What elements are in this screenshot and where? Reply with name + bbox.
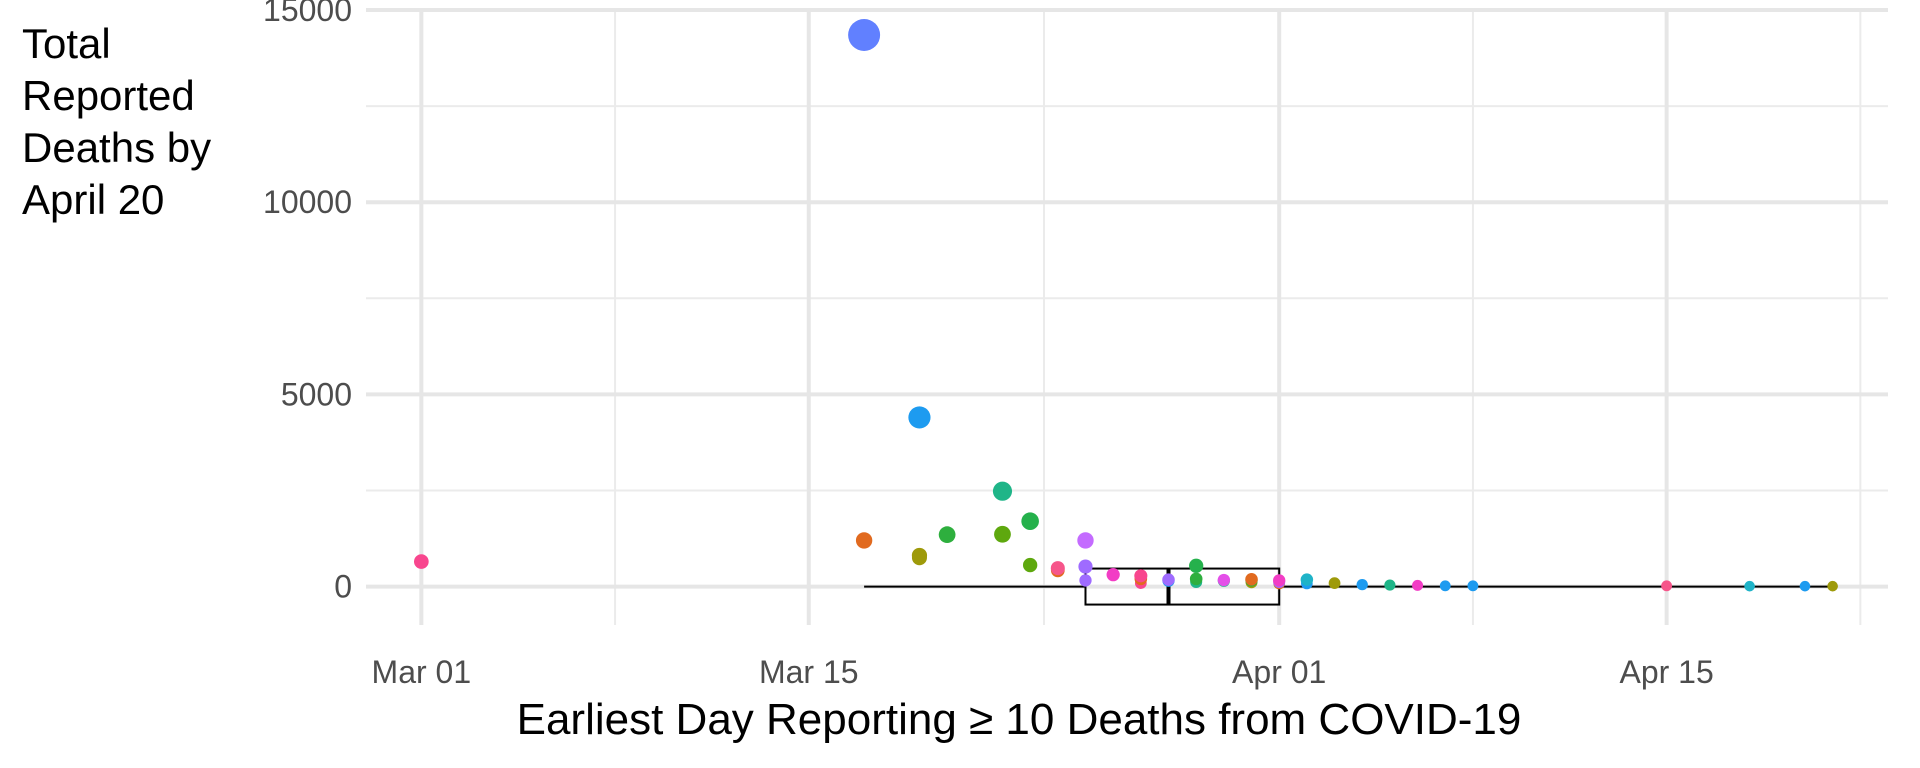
y-tick-label: 0 — [334, 569, 352, 605]
y-tick-label: 10000 — [263, 184, 352, 220]
data-point — [1050, 561, 1065, 576]
x-tick-label: Apr 15 — [1619, 654, 1713, 690]
data-point — [1245, 572, 1258, 586]
data-point — [911, 547, 928, 564]
boxplot — [864, 567, 1833, 606]
data-point — [1439, 580, 1451, 592]
data-point — [992, 481, 1013, 501]
x-tick-label: Apr 01 — [1232, 654, 1326, 690]
data-point — [1744, 580, 1755, 592]
y-axis-label-line: April 20 — [22, 176, 165, 223]
data-point — [1079, 574, 1092, 587]
data-point — [1467, 580, 1479, 592]
data-point — [1078, 559, 1093, 574]
data-point — [1661, 580, 1673, 592]
data-point — [938, 526, 956, 544]
data-point — [1189, 572, 1203, 586]
data-point — [1384, 579, 1396, 591]
data-point — [1162, 573, 1175, 586]
data-point — [848, 18, 881, 51]
data-point — [414, 554, 429, 569]
data-point — [1106, 568, 1120, 582]
data-point — [1022, 557, 1038, 573]
data-point — [1077, 532, 1094, 549]
y-axis-label: Total Reported Deaths by April 20 — [22, 18, 262, 226]
y-tick-label: 5000 — [281, 376, 352, 412]
data-points — [414, 18, 1838, 592]
y-axis-label-line: Deaths by — [22, 124, 212, 171]
x-tick-labels: Mar 01 Mar 15 Apr 01 Apr 15 — [372, 654, 1714, 690]
data-point — [1273, 574, 1286, 587]
minor-gridlines — [366, 10, 1888, 625]
data-point — [1189, 558, 1204, 573]
major-gridlines — [366, 8, 1888, 625]
y-tick-labels: 0 5000 10000 15000 — [263, 0, 352, 605]
data-point — [1412, 579, 1424, 591]
data-point — [1827, 580, 1838, 592]
data-point — [1300, 573, 1314, 586]
x-axis-title: Earliest Day Reporting ≥ 10 Deaths from … — [517, 695, 1522, 744]
data-point — [1328, 577, 1341, 589]
data-point — [1134, 569, 1148, 583]
data-point — [1021, 512, 1039, 531]
data-point — [855, 532, 873, 549]
data-point — [1799, 580, 1811, 592]
data-point — [1217, 573, 1231, 587]
data-point — [908, 406, 931, 429]
x-tick-label: Mar 15 — [759, 654, 859, 690]
y-axis-label-line: Total — [22, 20, 111, 67]
data-point — [1356, 578, 1368, 591]
data-point — [994, 525, 1011, 543]
y-axis-label-line: Reported — [22, 72, 195, 119]
x-tick-label: Mar 01 — [372, 654, 472, 690]
y-tick-label: 15000 — [263, 0, 352, 28]
